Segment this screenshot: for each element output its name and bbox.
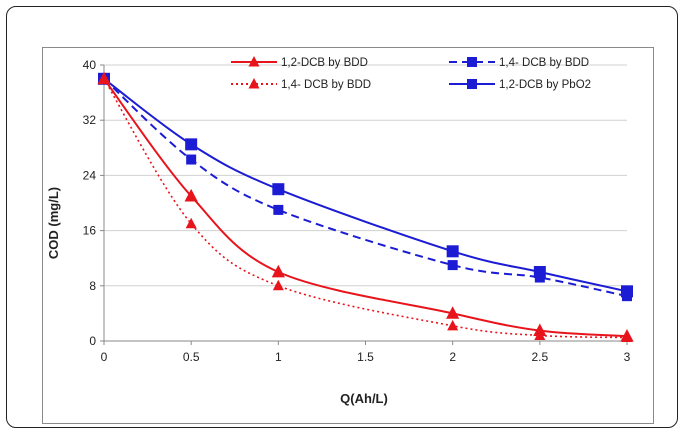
- data-point-s2-3: [447, 319, 459, 331]
- x-tick-label: 0: [101, 350, 108, 364]
- series-4: [98, 72, 633, 298]
- legend-entry-4: 1,2-DCB by PbO2: [449, 79, 591, 91]
- legend-marker-1: [248, 56, 260, 67]
- x-axis-label: Q(Ah/L): [340, 391, 388, 406]
- legend-entry-1: 1,2-DCB by BDD: [231, 56, 368, 69]
- legend-entry-3: 1,4- DCB by BDD: [449, 57, 589, 69]
- data-point-s1-1: [184, 188, 198, 202]
- data-point-s2-1: [185, 217, 197, 229]
- data-point-s4-4: [533, 266, 546, 278]
- legend-marker-4: [467, 79, 477, 89]
- legend-entry-2: 1,4- DCB by BDD: [231, 78, 371, 91]
- data-point-s2-2: [272, 279, 284, 291]
- figure-frame: 0 8 16 24 32 40 0 0.5 1 1.5 2 2.5 3 1,2-DCB by BDD 1,…: [6, 6, 678, 428]
- legend-label-3: 1,4- DCB by BDD: [499, 57, 589, 69]
- data-point-s4-1: [185, 138, 198, 151]
- data-point-s4-3: [446, 245, 459, 258]
- legend-marker-3: [467, 57, 477, 67]
- legend-label-4: 1,2-DCB by PbO2: [499, 79, 591, 91]
- y-tick-label: 40: [83, 58, 97, 72]
- data-point-s3-3: [447, 260, 458, 271]
- legend: 1,2-DCB by BDD 1,4- DCB by BDD 1,4- DCB by…: [231, 56, 591, 91]
- y-tick-label: 8: [89, 279, 96, 293]
- x-tick-label: 2: [449, 350, 456, 364]
- y-tick-label: 32: [83, 113, 97, 127]
- legend-label-2: 1,4- DCB by BDD: [281, 79, 371, 91]
- data-point-s1-4: [533, 323, 547, 337]
- legend-label-1: 1,2-DCB by BDD: [281, 57, 368, 69]
- series-3: [99, 73, 632, 302]
- y-tick-label: 16: [83, 224, 97, 238]
- data-point-s1-2: [271, 264, 285, 278]
- data-point-s4-2: [272, 183, 285, 196]
- legend-marker-2: [248, 78, 260, 89]
- data-point-s1-0: [97, 71, 111, 85]
- series-layer: [97, 71, 634, 343]
- data-point-s1-3: [446, 306, 460, 319]
- y-axis-label: COD (mg/L): [46, 187, 61, 259]
- series-1: [97, 71, 634, 342]
- series-2: [98, 72, 633, 343]
- axes: 0 8 16 24 32 40 0 0.5 1 1.5 2 2.5 3: [83, 58, 631, 364]
- series-line-3: [103, 78, 628, 298]
- x-tick-label: 2.5: [531, 350, 548, 364]
- data-point-s3-1: [186, 154, 197, 165]
- data-point-s1-5: [620, 328, 634, 342]
- series-line-1: [103, 78, 628, 338]
- y-tick-label: 24: [83, 168, 97, 182]
- x-tick-label: 1: [275, 350, 282, 364]
- chart-area: 0 8 16 24 32 40 0 0.5 1 1.5 2 2.5 3 1,2-DCB by BDD 1,…: [42, 47, 654, 424]
- data-point-s4-5: [621, 285, 633, 298]
- series-line-2: [103, 78, 628, 339]
- y-tick-label: 0: [89, 334, 96, 348]
- x-tick-label: 0.5: [183, 350, 200, 364]
- data-point-s3-2: [273, 204, 284, 215]
- x-tick-label: 3: [624, 350, 631, 364]
- gridlines: [104, 64, 627, 287]
- x-tick-label: 1.5: [357, 350, 374, 364]
